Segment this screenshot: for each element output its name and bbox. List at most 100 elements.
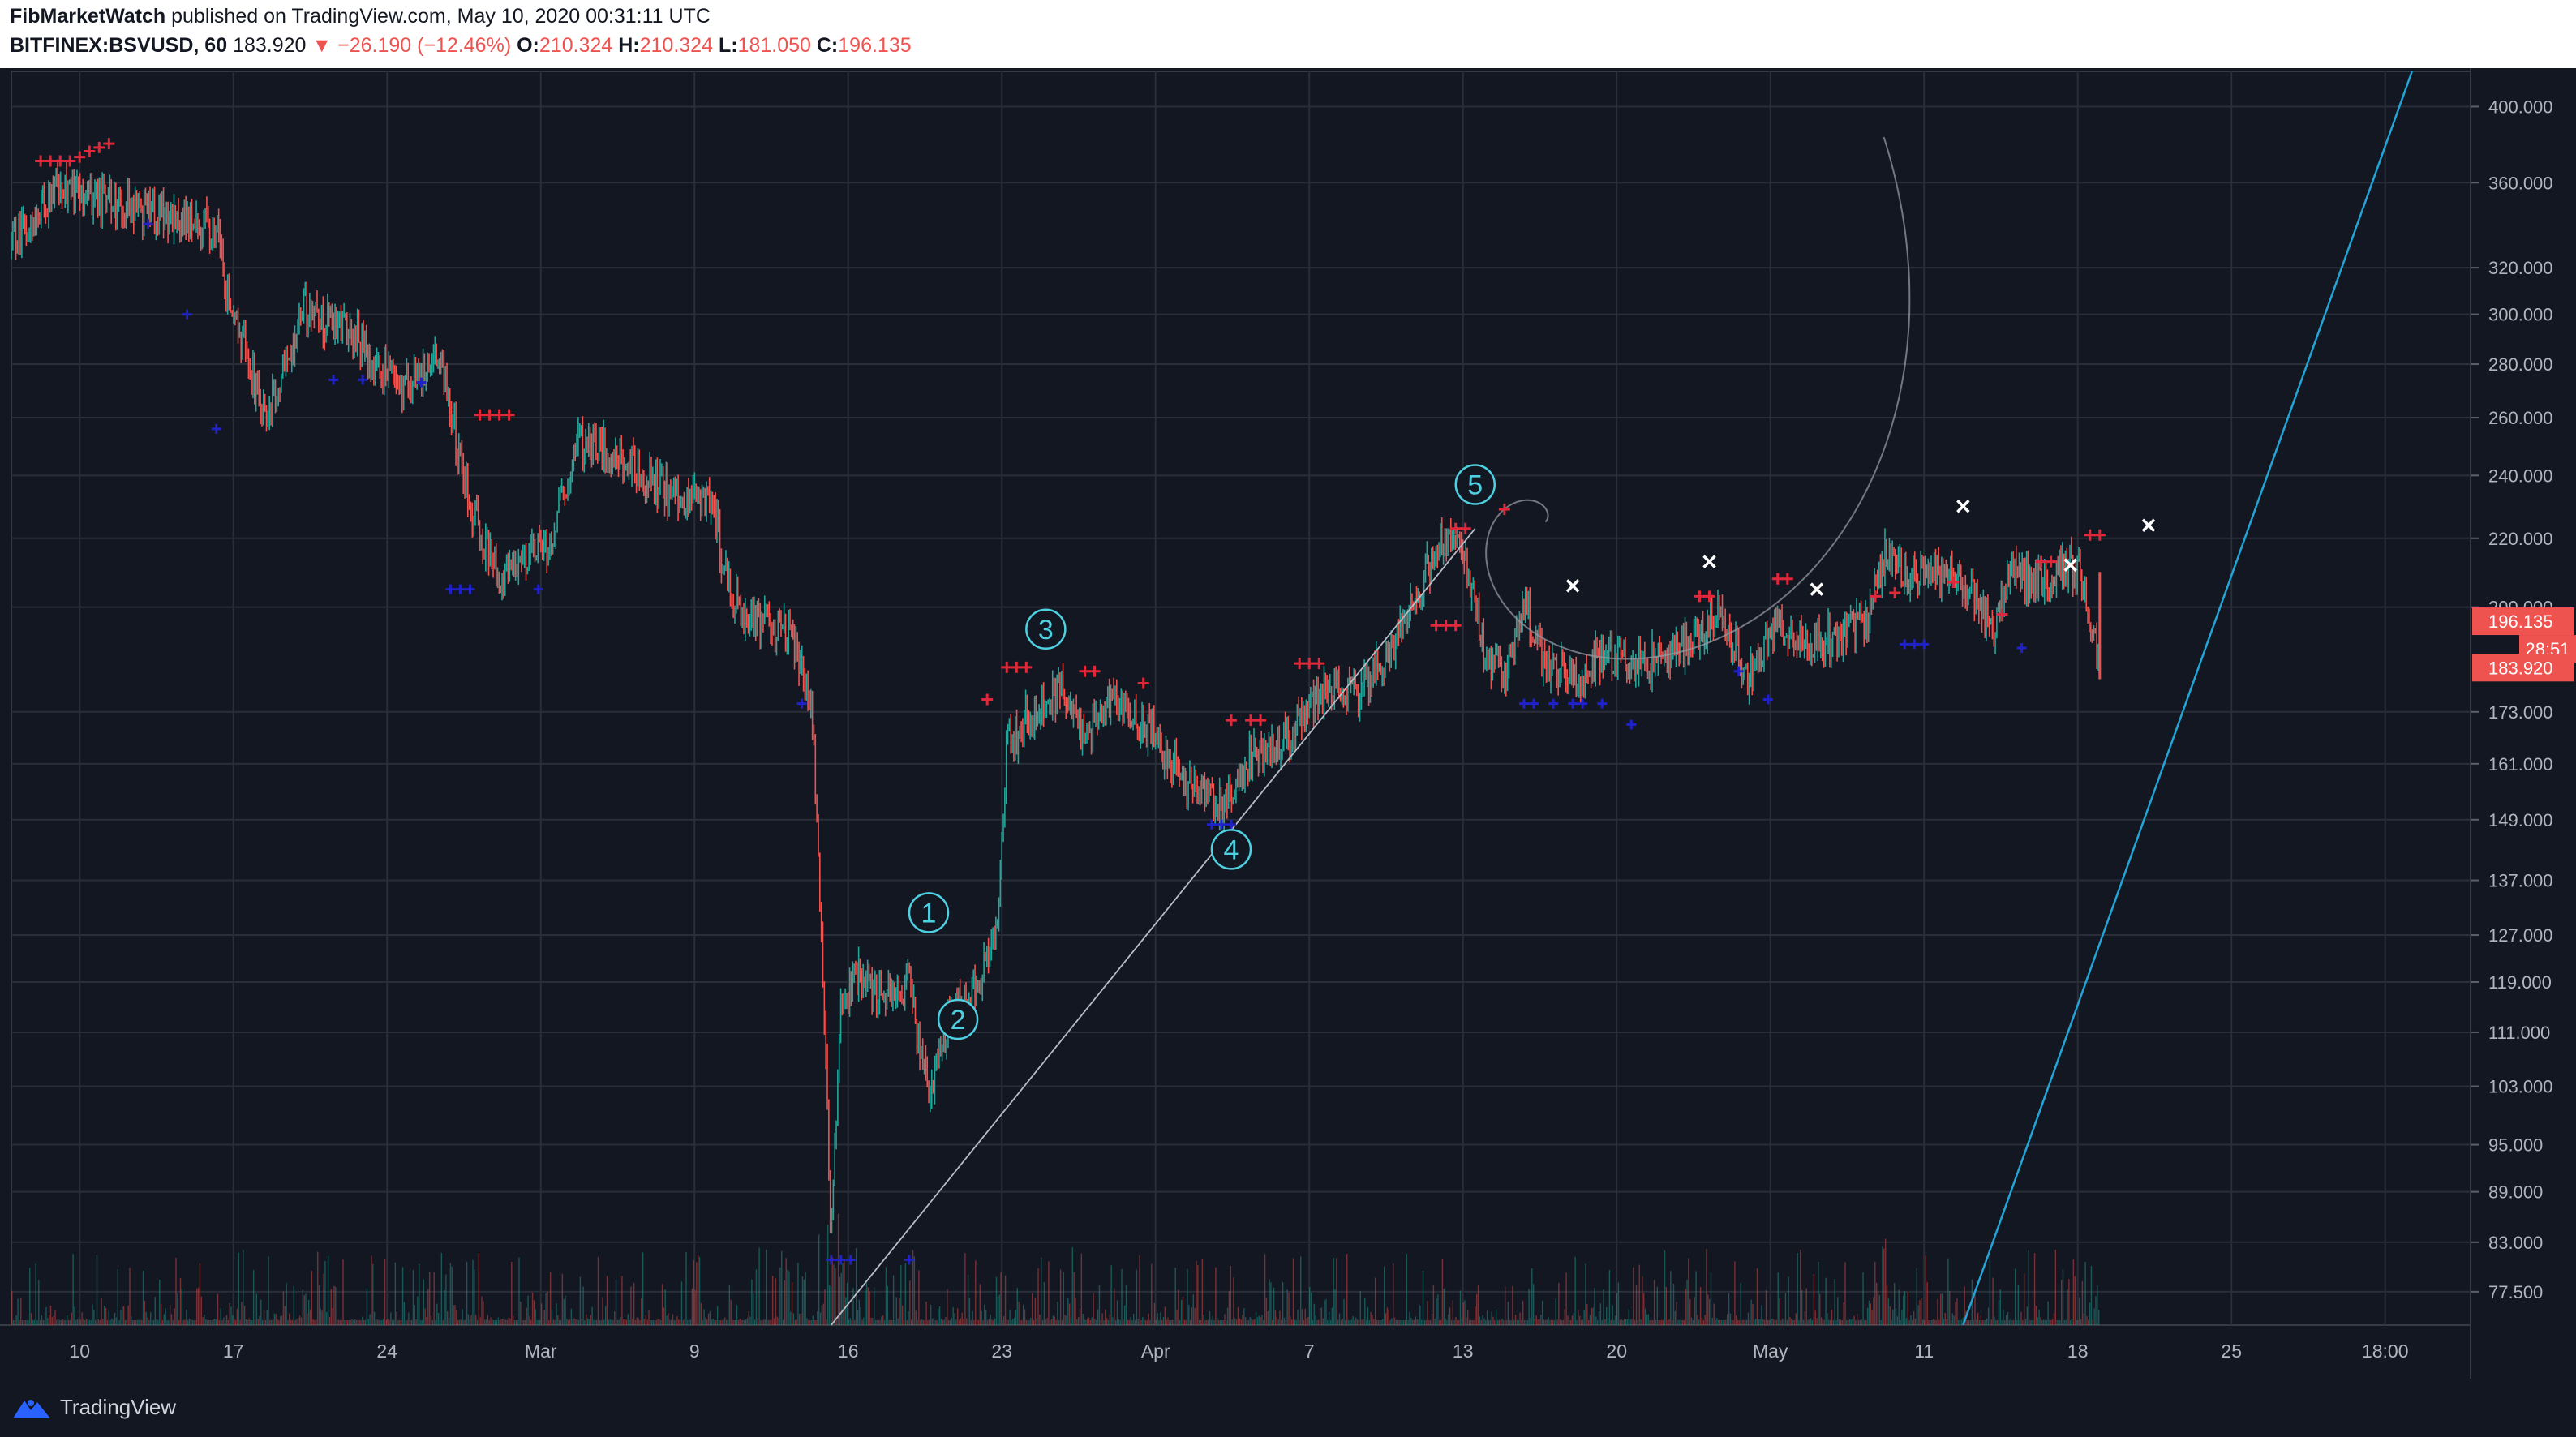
volume-bar bbox=[648, 1310, 650, 1325]
volume-bar bbox=[591, 1306, 593, 1325]
symbol-label[interactable]: BITFINEX:BSVUSD, 60 bbox=[10, 34, 228, 57]
volume-bar bbox=[1873, 1297, 1874, 1325]
sell-marker bbox=[1245, 714, 1257, 727]
volume-bar bbox=[634, 1319, 637, 1325]
sell-marker bbox=[1870, 590, 1882, 603]
volume-bar bbox=[1711, 1317, 1714, 1325]
volume-bar bbox=[399, 1319, 401, 1325]
volume-bar bbox=[1096, 1319, 1097, 1325]
volume-bar bbox=[1370, 1312, 1372, 1325]
volume-bar bbox=[41, 1315, 43, 1325]
volume-bar bbox=[1201, 1258, 1204, 1325]
volume-bar bbox=[354, 1319, 356, 1325]
volume-bar bbox=[1340, 1319, 1342, 1325]
volume-bar bbox=[1338, 1313, 1341, 1325]
volume-bar bbox=[2007, 1311, 2009, 1325]
volume-bar bbox=[779, 1267, 781, 1325]
volume-bar bbox=[273, 1313, 276, 1325]
volume-bar bbox=[951, 1318, 953, 1325]
volume-bar bbox=[120, 1310, 122, 1325]
volume-bar bbox=[1713, 1303, 1715, 1325]
volume-bar bbox=[604, 1306, 607, 1325]
wave-label-2: 2 bbox=[937, 998, 979, 1040]
volume-bar bbox=[1770, 1319, 1771, 1325]
price-chart[interactable]: 400.000 360.000 320.000 300.000 280.000 260.0… bbox=[0, 68, 2576, 1379]
volume-bar bbox=[1717, 1319, 1719, 1325]
volume-bar bbox=[882, 1315, 884, 1325]
volume-bar bbox=[812, 1315, 814, 1325]
volume-bar bbox=[417, 1296, 419, 1325]
volume-bar bbox=[1067, 1298, 1069, 1325]
x-tick-label: 17 bbox=[223, 1340, 244, 1362]
volume-bar bbox=[1222, 1319, 1224, 1325]
volume-bar bbox=[1158, 1320, 1160, 1325]
buy-marker bbox=[1568, 698, 1578, 709]
volume-bar bbox=[69, 1319, 71, 1325]
volume-bar bbox=[1252, 1319, 1254, 1325]
volume-bar bbox=[955, 1319, 957, 1325]
buy-marker bbox=[1626, 719, 1637, 730]
y-tick-label: 360.000 bbox=[2488, 173, 2553, 193]
volume-bar bbox=[1337, 1319, 1339, 1325]
volume-bar bbox=[1617, 1282, 1620, 1325]
volume-bar bbox=[1601, 1319, 1603, 1325]
volume-bar bbox=[508, 1317, 509, 1325]
x-tick-label: 11 bbox=[1914, 1340, 1934, 1362]
volume-bar bbox=[1789, 1317, 1791, 1325]
volume-bar bbox=[1080, 1253, 1083, 1325]
volume-bar bbox=[440, 1252, 443, 1325]
volume-bar bbox=[2031, 1319, 2033, 1325]
volume-bar bbox=[676, 1316, 678, 1325]
volume-bar bbox=[1030, 1317, 1032, 1325]
volume-bar bbox=[1905, 1318, 1908, 1325]
brand[interactable]: TradingView bbox=[11, 1395, 176, 1420]
volume-bar bbox=[1892, 1309, 1894, 1325]
volume-bar bbox=[1729, 1313, 1732, 1325]
volume-bar bbox=[1462, 1302, 1464, 1325]
volume-bar bbox=[797, 1263, 799, 1325]
sell-marker bbox=[1889, 587, 1901, 599]
volume-bar bbox=[744, 1320, 745, 1325]
author-name[interactable]: FibMarketWatch bbox=[10, 5, 166, 28]
volume-bar bbox=[1811, 1320, 1814, 1325]
volume-bar bbox=[131, 1319, 134, 1325]
wave-label-3: 3 bbox=[1025, 608, 1067, 650]
volume-bar bbox=[1466, 1310, 1469, 1325]
volume-bar bbox=[1107, 1319, 1110, 1325]
volume-bar bbox=[234, 1320, 237, 1325]
volume-bar bbox=[114, 1312, 116, 1325]
volume-bar bbox=[1968, 1320, 1970, 1325]
volume-bar bbox=[1492, 1316, 1494, 1325]
volume-bar bbox=[1416, 1319, 1418, 1325]
volume-bar bbox=[577, 1319, 580, 1325]
volume-bar bbox=[245, 1319, 247, 1325]
volume-bar bbox=[494, 1319, 496, 1325]
volume-bar bbox=[1458, 1319, 1460, 1325]
volume-bar bbox=[1352, 1316, 1354, 1325]
volume-bar bbox=[290, 1319, 292, 1325]
volume-bar bbox=[1615, 1315, 1616, 1325]
volume-bar bbox=[332, 1308, 333, 1325]
volume-bar bbox=[1526, 1320, 1528, 1325]
volume-bar bbox=[1780, 1319, 1782, 1325]
volume-bar bbox=[608, 1319, 610, 1325]
volume-bar bbox=[538, 1319, 539, 1325]
volume-bar bbox=[966, 1318, 968, 1325]
volume-bar bbox=[484, 1319, 486, 1325]
volume-bar bbox=[1758, 1319, 1760, 1325]
volume-bar bbox=[1943, 1319, 1945, 1325]
volume-bar bbox=[394, 1262, 397, 1325]
open-value: 210.324 bbox=[539, 34, 613, 57]
volume-bar bbox=[1960, 1319, 1963, 1325]
volume-bar bbox=[328, 1317, 331, 1325]
volume-bar bbox=[318, 1285, 320, 1325]
volume-bar bbox=[1562, 1319, 1565, 1325]
volume-bar bbox=[920, 1319, 921, 1325]
x-marker bbox=[1702, 555, 1716, 568]
volume-bar bbox=[1576, 1319, 1578, 1325]
volume-bar bbox=[1814, 1310, 1816, 1325]
volume-bar bbox=[780, 1250, 783, 1325]
volume-bar bbox=[2056, 1319, 2058, 1325]
close-price-tag: 196.135 bbox=[2472, 607, 2574, 636]
volume-bar bbox=[611, 1319, 612, 1325]
